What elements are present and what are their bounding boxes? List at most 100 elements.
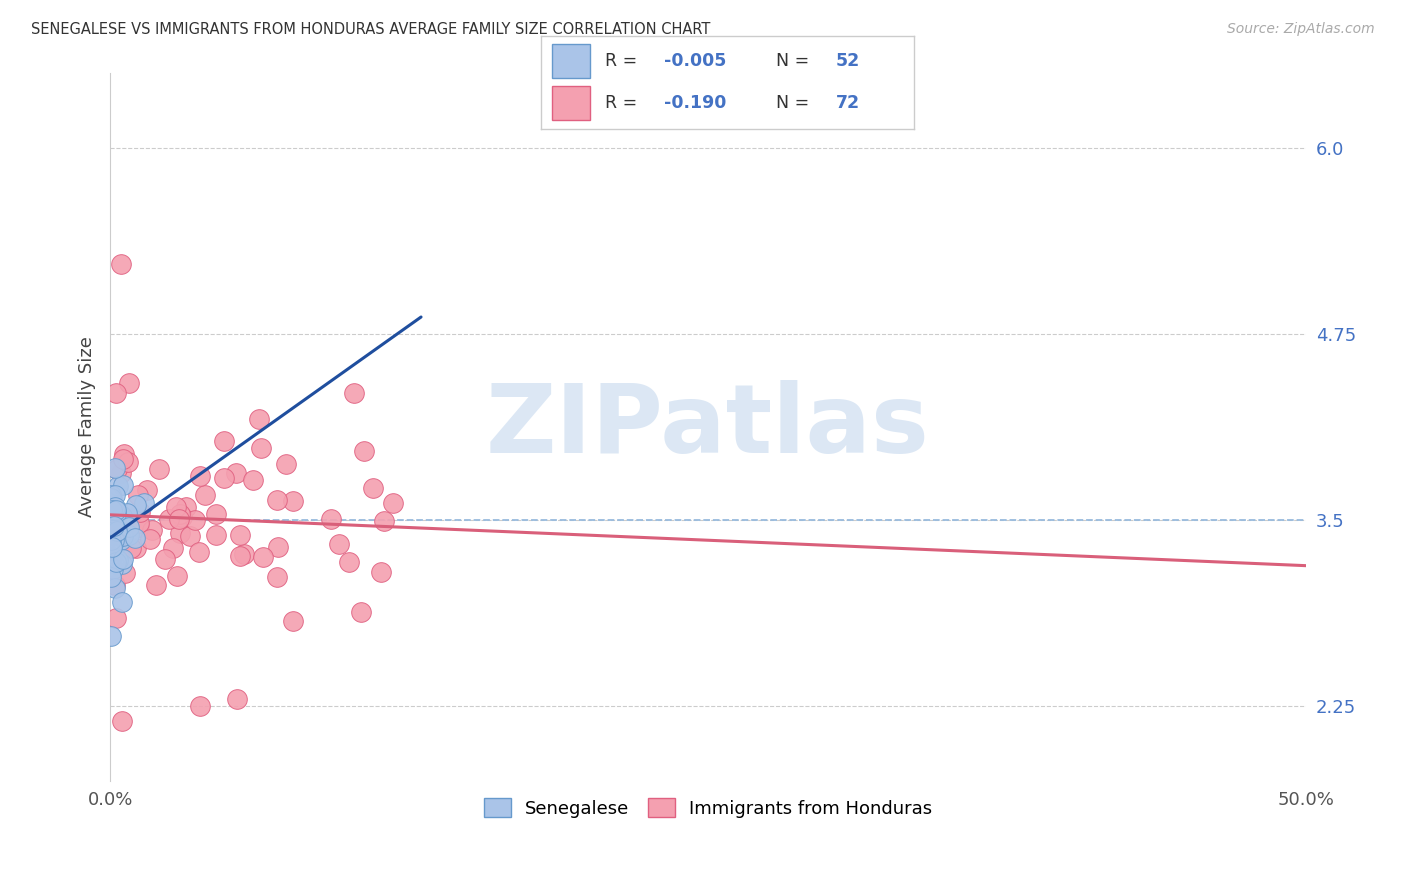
Point [353,444,375,458]
Point [104,487,127,501]
Point [100,488,122,502]
Point [100,533,122,547]
Point [104,505,127,519]
Point [118,528,141,542]
Point [212,471,235,485]
Point [283,494,305,508]
Point [111,510,134,524]
Point [101,562,124,576]
Point [166,569,188,583]
Point [169,526,191,541]
Point [104,503,127,517]
Point [107,479,129,493]
Point [165,500,187,514]
Point [104,539,127,553]
Point [117,455,139,469]
Point [104,461,127,475]
Point [100,551,122,566]
Point [103,510,125,524]
Point [141,524,163,538]
Point [103,558,125,572]
Point [249,442,271,456]
Point [148,462,170,476]
Point [205,528,228,542]
Point [105,610,128,624]
Point [138,532,160,546]
Point [118,376,141,390]
Point [167,512,190,526]
Legend: Senegalese, Immigrants from Honduras: Senegalese, Immigrants from Honduras [477,791,939,825]
Point [100,491,122,505]
Text: R =: R = [605,95,643,112]
Point [101,491,124,505]
Point [101,535,124,549]
Point [179,529,201,543]
Point [111,477,134,491]
Point [101,541,124,555]
Point [101,547,124,561]
Point [112,447,135,461]
Point [110,467,132,481]
Point [104,532,127,546]
Point [110,533,132,547]
Point [343,386,366,401]
Text: N =: N = [776,95,815,112]
Point [157,512,180,526]
Point [105,386,128,401]
Point [337,555,360,569]
Point [226,692,249,706]
Y-axis label: Average Family Size: Average Family Size [79,336,96,517]
Point [100,629,122,643]
Point [155,552,177,566]
Point [145,578,167,592]
Point [103,526,125,541]
Point [225,466,247,480]
Point [101,502,124,516]
Point [136,483,159,497]
Text: Source: ZipAtlas.com: Source: ZipAtlas.com [1227,22,1375,37]
Point [266,569,288,583]
Bar [553,44,589,78]
Point [188,469,211,483]
Bar [553,87,589,120]
Point [132,496,155,510]
Point [103,519,125,533]
Point [228,527,250,541]
Point [115,506,138,520]
Point [111,595,134,609]
Point [128,516,150,530]
Point [370,565,392,579]
Point [103,515,125,529]
Point [100,570,122,584]
Point [128,520,150,534]
Point [381,496,404,510]
Point [361,481,384,495]
Text: N =: N = [776,52,815,70]
Point [321,511,343,525]
Text: 52: 52 [835,52,860,70]
Point [118,520,141,534]
Text: -0.005: -0.005 [664,52,727,70]
Point [111,714,134,729]
Point [252,549,274,564]
Point [110,257,132,271]
Point [101,541,124,556]
Text: ZIPatlas: ZIPatlas [486,381,929,474]
Point [105,508,128,523]
Point [107,553,129,567]
Point [104,508,127,522]
Point [100,503,122,517]
Point [101,504,124,518]
Point [162,541,184,556]
Point [100,538,122,552]
Point [104,581,127,595]
Point [104,577,127,591]
Point [111,508,134,523]
Point [107,524,129,539]
Point [108,528,131,542]
Point [111,529,134,543]
Point [373,515,395,529]
Point [114,566,136,581]
Point [267,541,290,555]
Point [112,451,135,466]
